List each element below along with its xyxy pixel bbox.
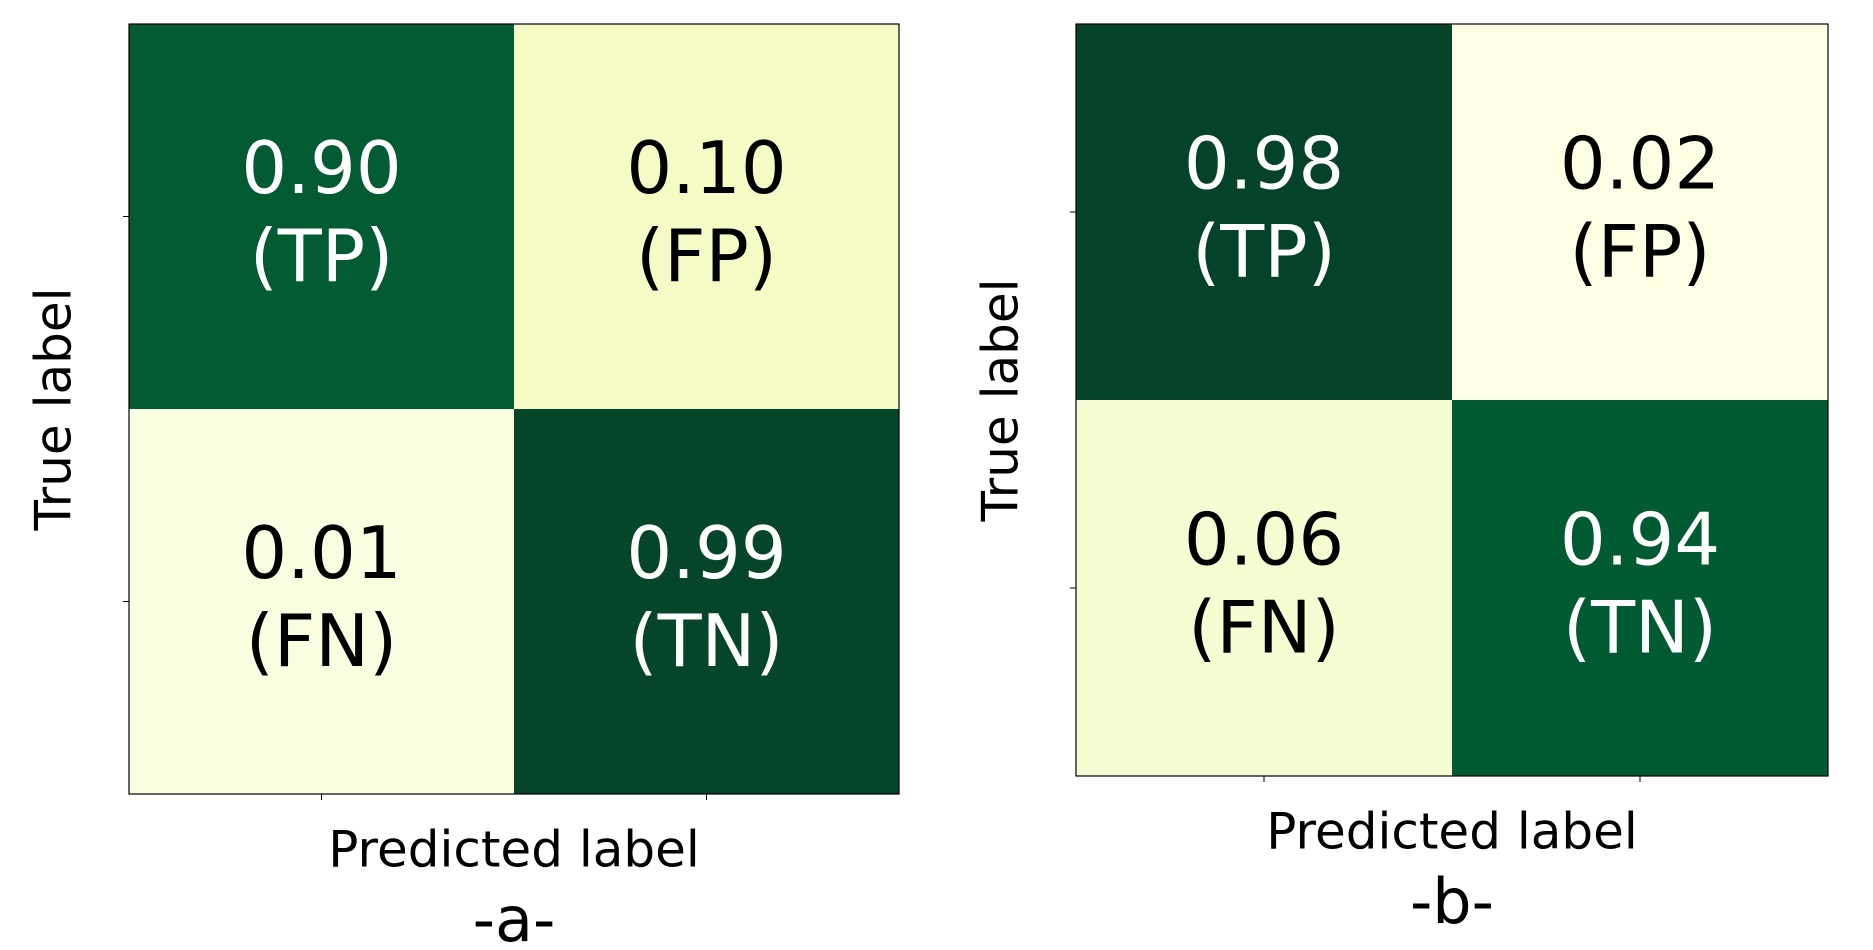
cell-value-label: 0.01 (241, 511, 401, 595)
heatmap-cell (1076, 400, 1453, 777)
heatmap-cell (129, 409, 515, 795)
cell-label: (TP) (250, 214, 394, 298)
cell-label: (FN) (246, 599, 397, 683)
heatmap-cell (1452, 24, 1829, 401)
heatmap-cell (1076, 24, 1453, 401)
cell-value-label: 0.10 (626, 126, 786, 210)
plot-frame (1075, 23, 1829, 777)
heatmap-cell (1452, 400, 1829, 777)
cell-value-label: 0.98 (1184, 122, 1344, 206)
y-axis-label: True label (972, 278, 1030, 522)
caption: -a- (473, 883, 556, 950)
heatmap-cell (514, 24, 900, 410)
cell-value-label: 0.02 (1560, 122, 1720, 206)
cell-label: (TP) (1192, 210, 1336, 294)
cell-value-label: 0.90 (241, 126, 401, 210)
cell-value-label: 0.06 (1184, 498, 1344, 582)
caption: -b- (1410, 865, 1494, 938)
x-axis-label: Predicted label (1266, 803, 1638, 861)
cell-label: (FP) (636, 214, 777, 298)
cell-label: (TN) (1563, 586, 1717, 670)
cell-value-label: 0.99 (626, 511, 786, 595)
y-axis-label: True label (25, 287, 83, 531)
heatmap-cell (514, 409, 900, 795)
cell-label: (TN) (629, 599, 783, 683)
plot-frame (128, 23, 900, 795)
heatmap-cell (129, 24, 515, 410)
cell-label: (FP) (1569, 210, 1710, 294)
x-axis-label: Predicted label (328, 821, 700, 879)
cell-value-label: 0.94 (1560, 498, 1720, 582)
cell-label: (FN) (1188, 586, 1339, 670)
